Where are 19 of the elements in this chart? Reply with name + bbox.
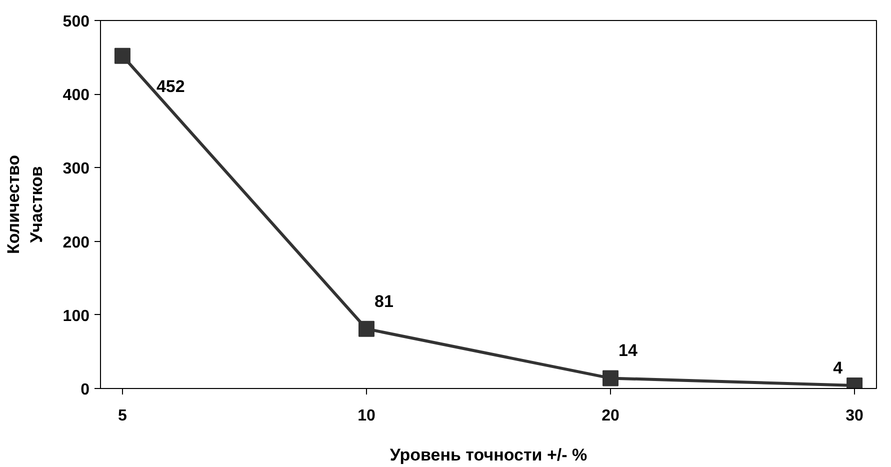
y-axis-title: Количество Участков [4,154,46,254]
point [602,370,619,386]
data-label: 4 [833,358,844,378]
x-tick-label: 10 [358,408,376,424]
x-tick-label: 30 [846,408,864,424]
data-label: 14 [618,341,638,360]
y-tick-label: 100 [62,308,90,325]
data-label: 81 [374,292,394,311]
y-tick-label: 400 [62,87,90,104]
point [358,320,374,337]
x-tick-label: 5 [118,408,128,424]
y-tick-label: 300 [62,160,90,178]
data-label: 452 [156,76,185,96]
y-tick-label: 200 [62,234,90,252]
x-axis-title: Уровень точности +/- % [390,446,588,464]
y-tick-label: 500 [62,14,90,30]
point [114,48,130,64]
y-tick-label: 0 [80,382,90,398]
x-tick-label: 20 [602,408,620,424]
